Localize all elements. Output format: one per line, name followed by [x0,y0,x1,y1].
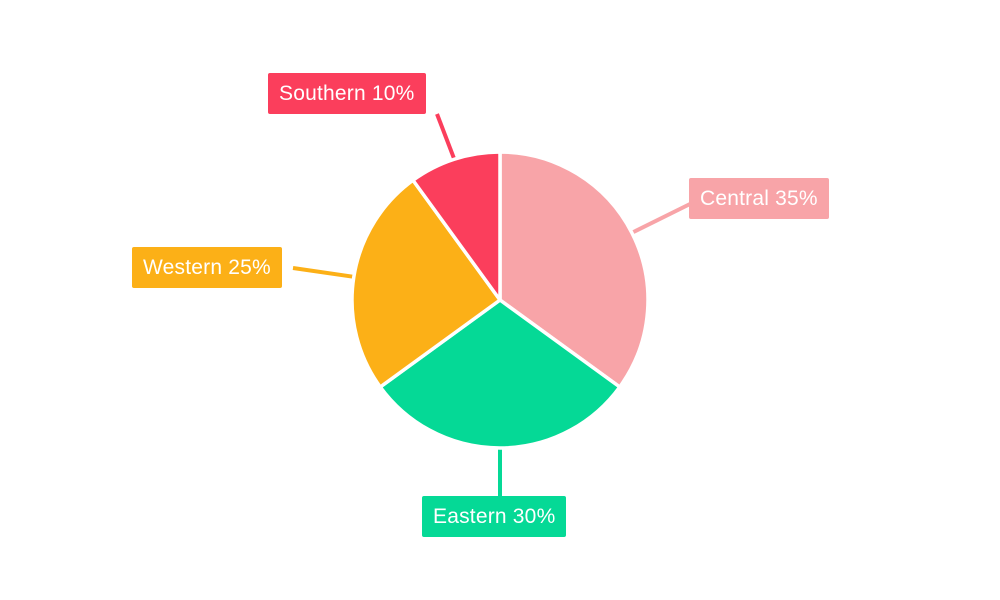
leader-line-central [631,202,691,235]
leader-line-western [292,266,354,279]
pie-slice-southern [411,150,502,302]
pie-slice-western [350,178,502,389]
leader-line-southern [435,113,456,160]
pie-slice-central [498,150,650,389]
slice-label-southern: Southern 10% [268,73,426,114]
slice-label-eastern: Eastern 30% [422,496,567,537]
slice-label-central: Central 35% [689,178,829,219]
slice-label-western: Western 25% [132,247,282,288]
pie-slice-eastern [378,298,622,450]
